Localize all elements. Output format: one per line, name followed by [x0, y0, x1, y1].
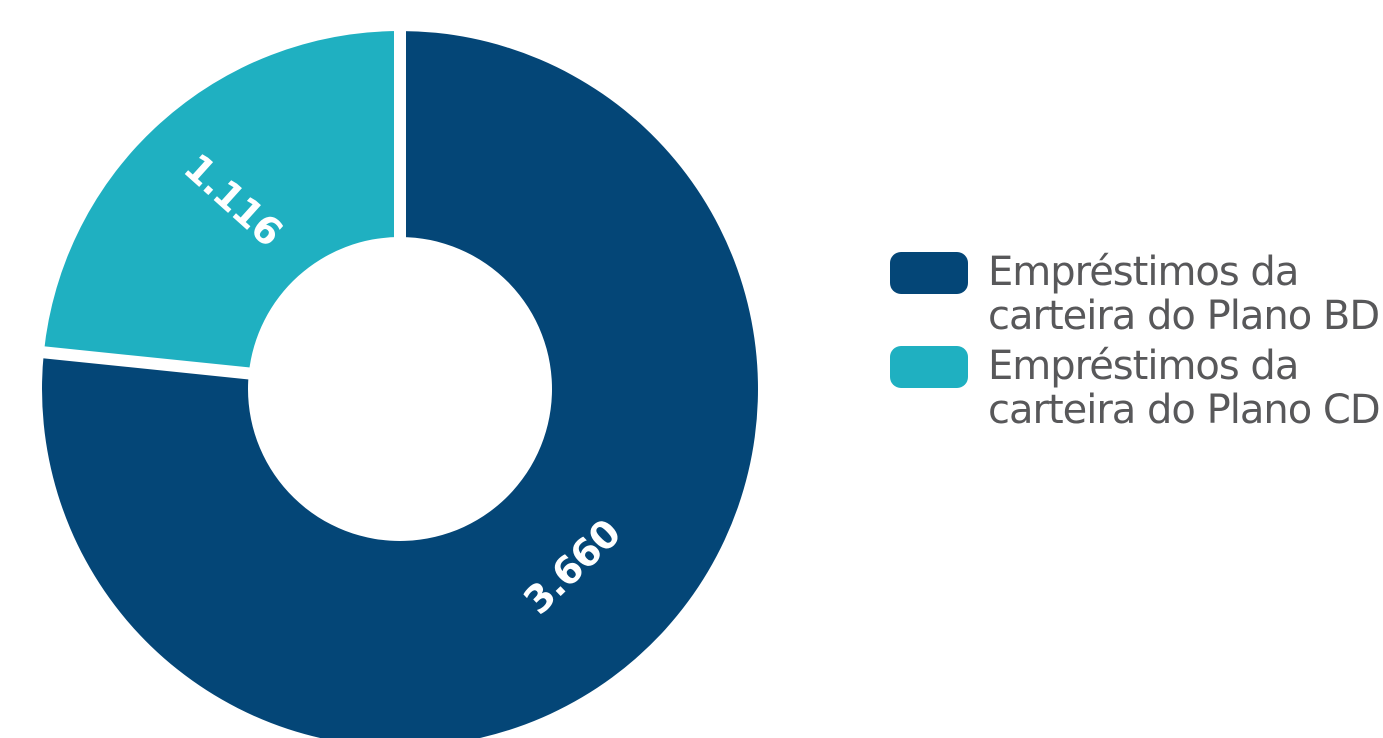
slice-plano-bd [42, 31, 758, 738]
legend-swatch-plano-bd [890, 252, 968, 294]
legend-item-plano-bd: Empréstimos da carteira do Plano BD [890, 250, 1380, 338]
slice-separator [13, 343, 252, 380]
legend: Empréstimos da carteira do Plano BD Empr… [890, 250, 1381, 438]
legend-label-plano-cd: Empréstimos da carteira do Plano CD [988, 343, 1381, 433]
legend-swatch-plano-cd [890, 346, 968, 388]
slice-plano-cd [43, 31, 401, 374]
legend-label-plano-bd: Empréstimos da carteira do Plano BD [988, 249, 1380, 339]
legend-item-plano-cd: Empréstimos da carteira do Plano CD [890, 343, 1381, 433]
